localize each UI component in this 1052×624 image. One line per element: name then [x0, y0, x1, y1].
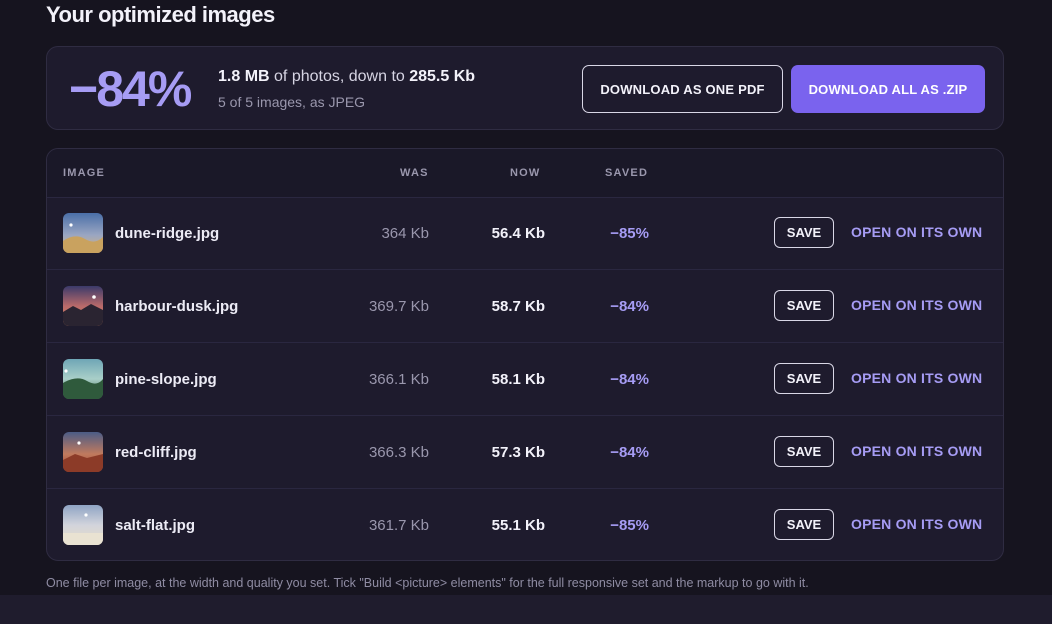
column-header-image: IMAGE	[63, 167, 106, 179]
pine-slope-thumbnail	[63, 359, 103, 399]
table-row: harbour-dusk.jpg 369.7 Kb 58.7 Kb −84% S…	[47, 270, 1003, 343]
optimized-size-cell: 56.4 Kb	[491, 225, 545, 242]
page-title: Your optimized images	[46, 2, 275, 27]
column-header-was: WAS	[400, 167, 429, 179]
saved-percent-cell: −85%	[610, 225, 649, 242]
save-button[interactable]: SAVE	[774, 509, 834, 540]
optimized-size-cell: 57.3 Kb	[491, 444, 545, 461]
column-header-now: NOW	[510, 167, 541, 179]
original-size-cell: 364 Kb	[381, 225, 429, 242]
table-row: red-cliff.jpg 366.3 Kb 57.3 Kb −84% SAVE…	[47, 416, 1003, 489]
dune-ridge-thumbnail	[63, 213, 103, 253]
file-name: dune-ridge.jpg	[115, 225, 220, 242]
original-size-cell: 369.7 Kb	[368, 298, 429, 315]
footnote: One file per image, at the width and qua…	[46, 576, 809, 590]
table-row: pine-slope.jpg 366.1 Kb 58.1 Kb −84% SAV…	[47, 343, 1003, 416]
summary-line: 1.8 MB of photos, down to 285.5 Kb	[218, 68, 475, 86]
summary-connector: of photos, down to	[269, 68, 410, 85]
table-row: salt-flat.jpg 361.7 Kb 55.1 Kb −85% SAVE…	[47, 489, 1003, 560]
summary-card: −84% 1.8 MB of photos, down to 285.5 Kb …	[46, 46, 1004, 130]
results-table: IMAGE WAS NOW SAVED dune-ridge.jpg 364 K…	[46, 148, 1004, 561]
table-row: dune-ridge.jpg 364 Kb 56.4 Kb −85% SAVE …	[47, 197, 1003, 270]
optimized-size-cell: 55.1 Kb	[491, 517, 545, 534]
saved-percent-cell: −85%	[610, 517, 649, 534]
open-on-its-own-link[interactable]: OPEN ON ITS OWN	[851, 370, 983, 386]
summary-detail: 5 of 5 images, as JPEG	[218, 94, 366, 110]
saved-percent-cell: −84%	[610, 371, 649, 388]
download-pdf-button[interactable]: DOWNLOAD AS ONE PDF	[582, 65, 783, 113]
bottom-band	[0, 595, 1052, 624]
save-button[interactable]: SAVE	[774, 436, 834, 467]
file-name: pine-slope.jpg	[115, 371, 217, 388]
open-on-its-own-link[interactable]: OPEN ON ITS OWN	[851, 443, 983, 459]
original-size: 1.8 MB	[218, 68, 270, 85]
save-button[interactable]: SAVE	[774, 217, 834, 248]
red-cliff-thumbnail	[63, 432, 103, 472]
optimized-size-cell: 58.1 Kb	[491, 371, 545, 388]
original-size-cell: 366.1 Kb	[368, 371, 429, 388]
savings-percent: −84%	[69, 61, 192, 117]
open-on-its-own-link[interactable]: OPEN ON ITS OWN	[851, 516, 983, 532]
open-on-its-own-link[interactable]: OPEN ON ITS OWN	[851, 224, 983, 240]
original-size-cell: 361.7 Kb	[368, 517, 429, 534]
salt-flat-thumbnail	[63, 505, 103, 545]
original-size-cell: 366.3 Kb	[368, 444, 429, 461]
file-name: red-cliff.jpg	[115, 444, 197, 461]
save-button[interactable]: SAVE	[774, 290, 834, 321]
final-size: 285.5 Kb	[409, 68, 476, 85]
download-zip-button[interactable]: DOWNLOAD ALL AS .ZIP	[791, 65, 985, 113]
saved-percent-cell: −84%	[610, 444, 649, 461]
saved-percent-cell: −84%	[610, 298, 649, 315]
file-name: salt-flat.jpg	[115, 517, 196, 534]
column-header-saved: SAVED	[605, 167, 649, 179]
open-on-its-own-link[interactable]: OPEN ON ITS OWN	[851, 297, 983, 313]
table-header: IMAGE WAS NOW SAVED	[47, 149, 1003, 198]
harbour-dusk-thumbnail	[63, 286, 103, 326]
save-button[interactable]: SAVE	[774, 363, 834, 394]
optimized-size-cell: 58.7 Kb	[491, 298, 545, 315]
file-name: harbour-dusk.jpg	[115, 298, 239, 315]
